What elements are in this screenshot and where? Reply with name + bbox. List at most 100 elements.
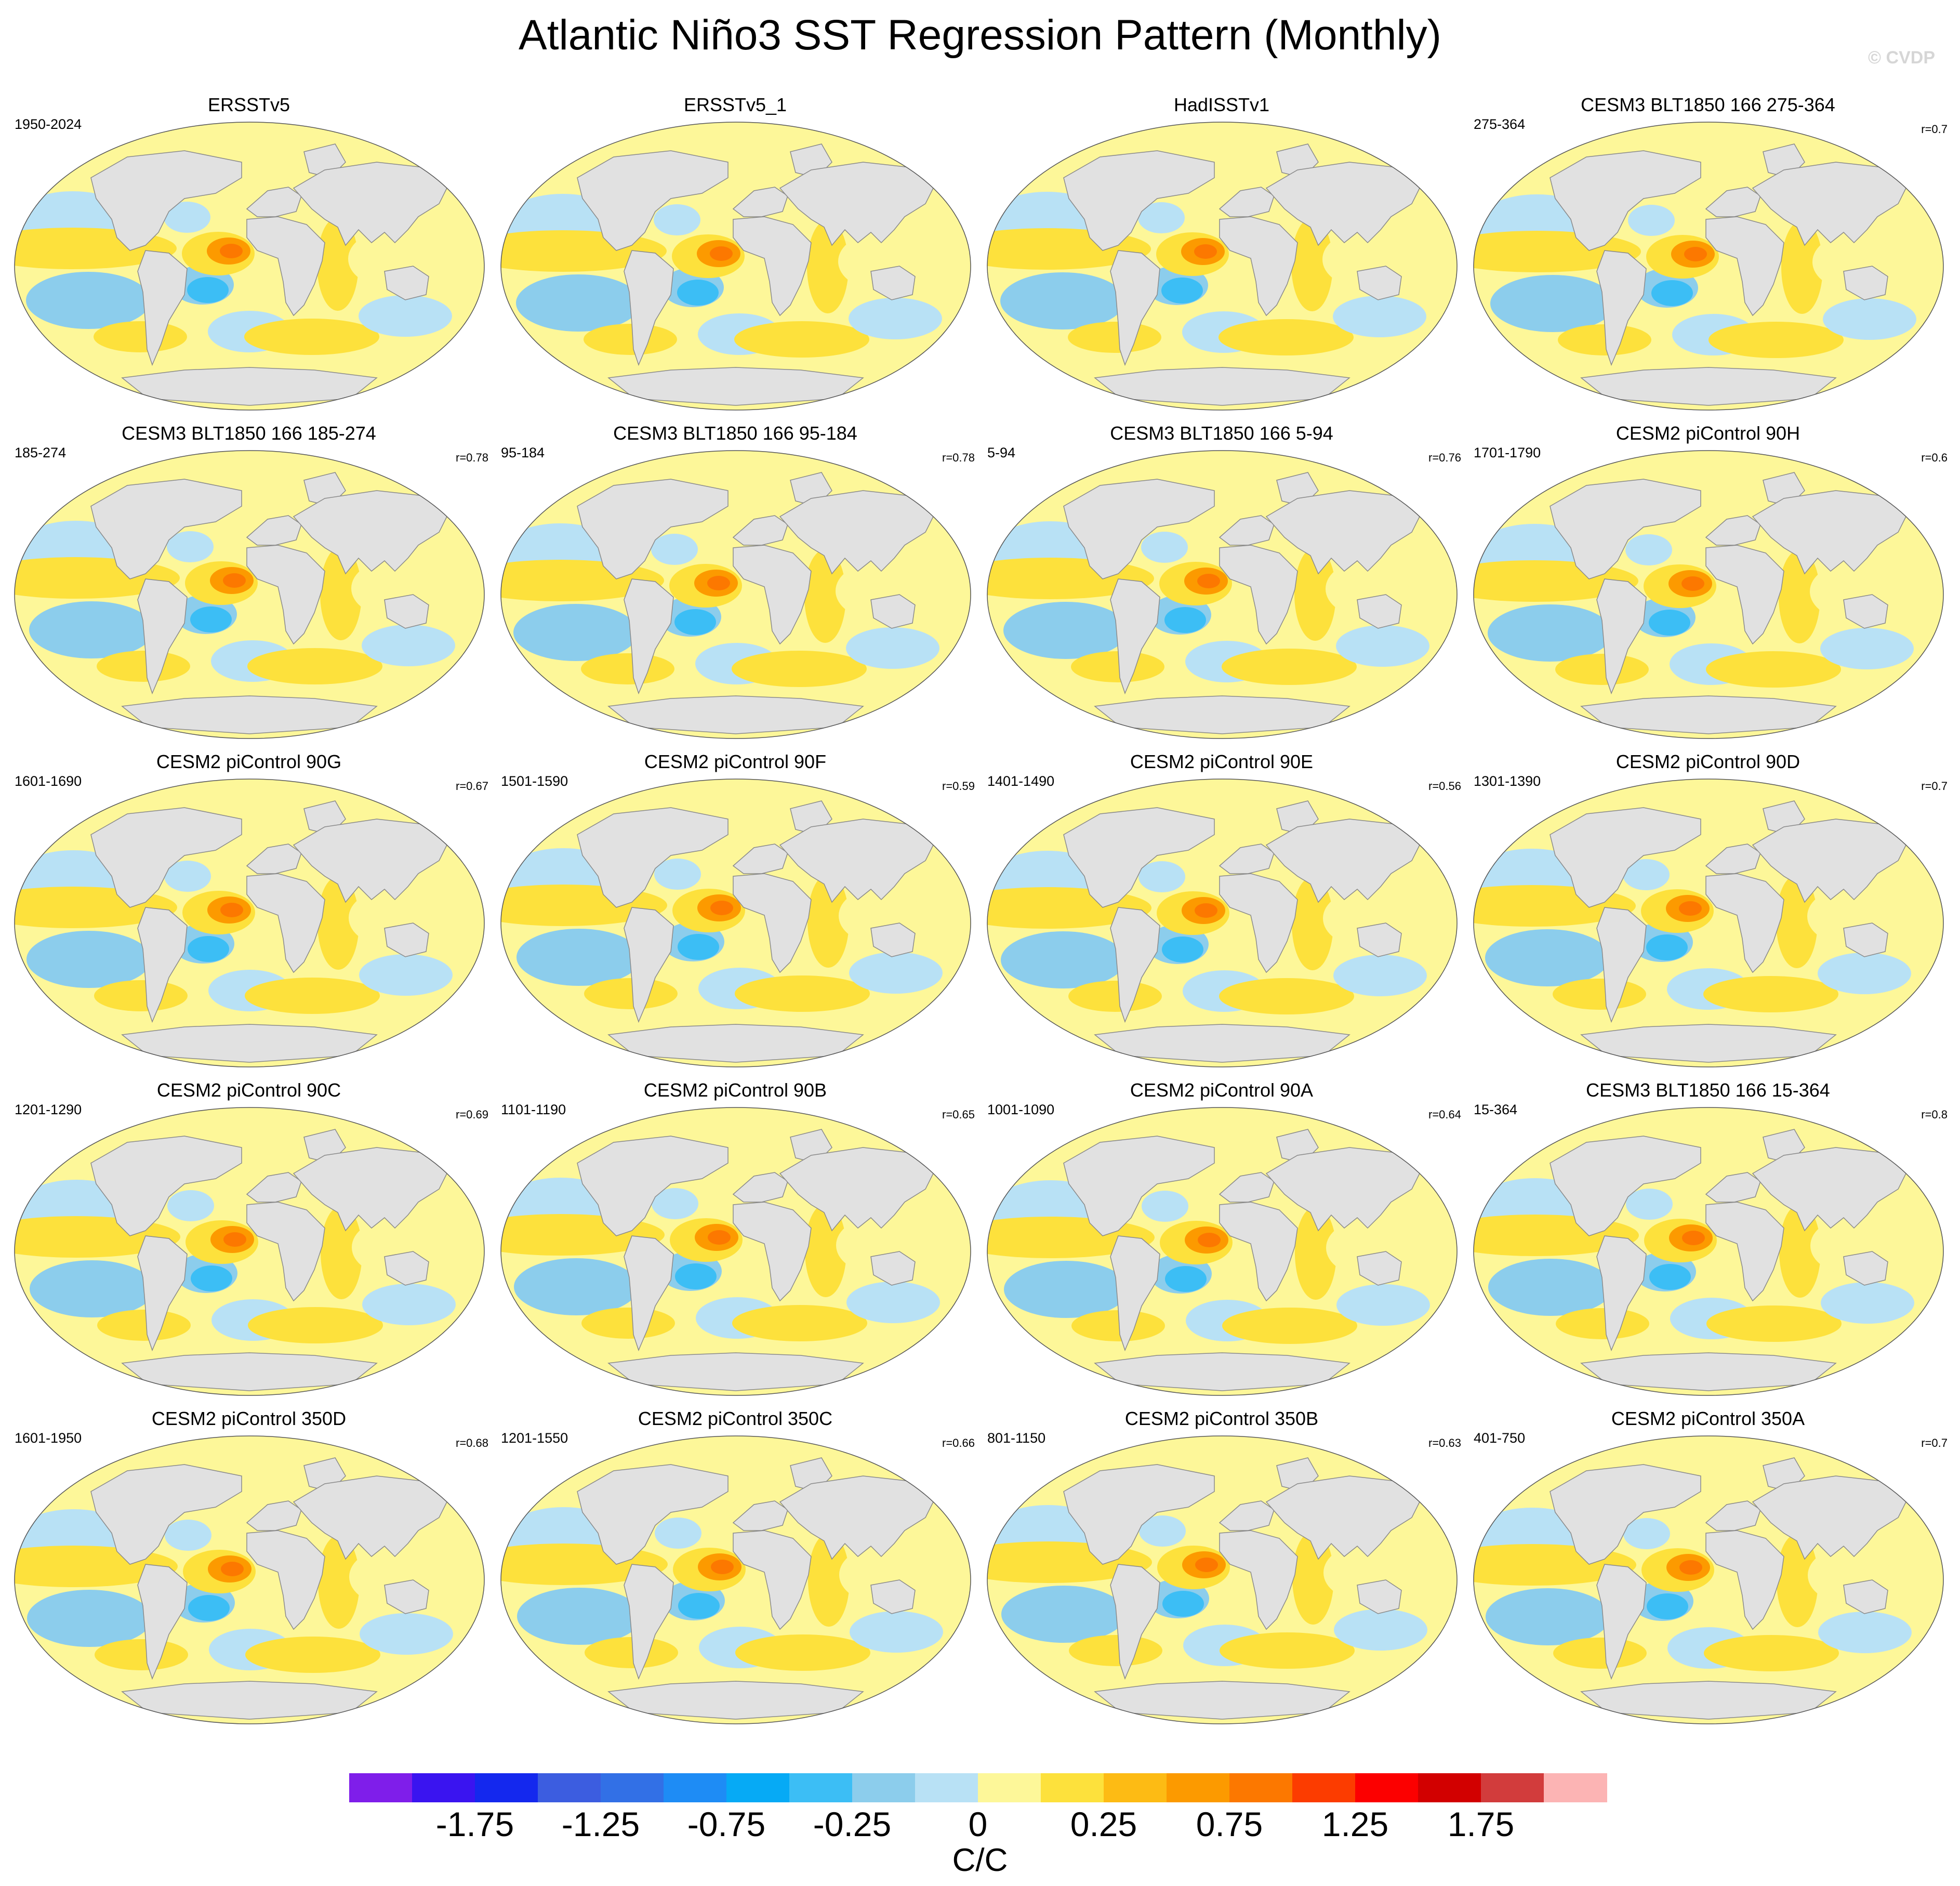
global-map: [14, 1435, 485, 1724]
regression-anomaly: [1651, 280, 1693, 306]
regression-anomaly: [1333, 955, 1427, 996]
landmass: [732, 187, 788, 217]
landmass: [779, 819, 936, 903]
regression-anomaly: [359, 295, 452, 337]
landmass: [733, 1202, 812, 1302]
colorbar-cell: [789, 1773, 853, 1802]
panel-title: CESM2 piControl 90C: [156, 1079, 341, 1101]
landmass: [577, 479, 729, 579]
regression-anomaly: [805, 1204, 846, 1297]
global-map: [500, 450, 971, 739]
panel-title: CESM2 piControl 90D: [1615, 751, 1800, 772]
regression-anomaly: [1197, 574, 1220, 588]
regression-anomaly: [807, 220, 849, 313]
panel-period: 1950-2024: [15, 116, 82, 132]
panel-period: 1101-1190: [501, 1102, 566, 1117]
landmass: [732, 1172, 788, 1203]
regression-anomaly: [735, 1634, 870, 1671]
landmass: [1843, 1251, 1888, 1286]
landmass: [137, 578, 188, 695]
regression-anomaly: [95, 1639, 188, 1670]
landmass: [1094, 695, 1350, 734]
map-border: [987, 1107, 1458, 1396]
panel-period: 1201-1550: [501, 1430, 568, 1446]
landmass: [624, 250, 674, 366]
regression-anomaly: [1164, 607, 1206, 633]
landmass: [1752, 162, 1909, 246]
map-panel: CESM3 BLT1850 166 95-184 95-184 r=0.78: [492, 422, 979, 750]
landmass: [90, 1464, 242, 1565]
regression-anomaly: [1195, 903, 1217, 918]
regression-anomaly: [1818, 1612, 1912, 1653]
landmass: [733, 1530, 812, 1630]
colorbar-units: C/C: [952, 1842, 1008, 1878]
colorbar-cell: [538, 1773, 601, 1802]
regression-anomaly: [1222, 649, 1357, 685]
regression-anomaly: [1333, 296, 1426, 337]
regression-anomaly: [245, 978, 380, 1014]
regression-anomaly: [1001, 931, 1125, 988]
regression-anomaly: [1161, 278, 1203, 304]
panel-correlation: r=0.67: [456, 780, 488, 793]
regression-anomaly: [1820, 628, 1914, 669]
colorbar-cell: [475, 1773, 538, 1802]
panel-title: CESM2 piControl 90A: [1130, 1079, 1314, 1101]
map-panel: CESM2 piControl 350B 801-1150 r=0.63: [978, 1407, 1465, 1736]
regression-anomaly: [1628, 205, 1675, 236]
landmass: [137, 1564, 188, 1680]
landmass: [1580, 367, 1837, 406]
regression-anomaly: [710, 246, 733, 261]
map-border: [500, 450, 971, 739]
landmass: [577, 807, 729, 908]
panel-period: 5-94: [987, 445, 1016, 460]
panel-period: 95-184: [501, 445, 545, 460]
landmass: [1705, 1172, 1761, 1203]
colorbar-cell: [978, 1773, 1041, 1802]
landmass: [870, 266, 916, 300]
global-map: [14, 122, 485, 411]
landmass: [1752, 490, 1909, 575]
global-map: [1473, 122, 1944, 411]
figure-title: Atlantic Niño3 SST Regression Pattern (M…: [519, 11, 1441, 59]
colorbar-cell: [915, 1773, 978, 1802]
regression-anomaly: [94, 321, 187, 352]
regression-anomaly: [1821, 1282, 1914, 1324]
regression-anomaly: [846, 1282, 940, 1323]
regression-anomaly: [1069, 1635, 1162, 1666]
landmass: [384, 1579, 429, 1614]
regression-anomaly: [732, 1305, 867, 1341]
map-panel: ERSSTv5_1: [492, 94, 979, 422]
regression-anomaly: [1068, 322, 1161, 353]
landmass: [1110, 250, 1160, 366]
colorbar-cell: [349, 1773, 413, 1802]
landmass: [1705, 1202, 1784, 1302]
landmass: [733, 873, 812, 973]
map-panel: CESM3 BLT1850 166 185-274 185-274 r=0.78: [5, 422, 493, 750]
colorbar-cell: [412, 1773, 475, 1802]
landmass: [1094, 1352, 1350, 1391]
landmass: [1705, 187, 1761, 217]
landmass: [1219, 216, 1298, 316]
landmass: [1219, 545, 1298, 645]
landmass: [1110, 578, 1160, 695]
landmass: [1705, 843, 1761, 874]
landmass: [1752, 1147, 1909, 1232]
landmass: [1219, 187, 1275, 217]
global-map: [500, 1107, 971, 1396]
landmass: [1265, 819, 1423, 903]
regression-anomaly: [1295, 1206, 1336, 1300]
regression-anomaly: [1222, 1308, 1357, 1344]
landmass: [246, 1202, 325, 1302]
landmass: [1843, 1579, 1888, 1614]
regression-anomaly: [651, 534, 698, 565]
regression-anomaly: [1649, 1264, 1691, 1290]
global-map: [987, 450, 1458, 739]
panel-title: CESM3 BLT1850 166 275-364: [1581, 94, 1835, 115]
panel-title: CESM3 BLT1850 166 95-184: [613, 423, 857, 444]
colorbar-cell: [1481, 1773, 1544, 1802]
regression-anomaly: [1194, 244, 1217, 259]
landmass: [732, 1500, 788, 1531]
regression-anomaly: [167, 531, 214, 562]
landmass: [137, 250, 188, 366]
regression-anomaly: [97, 651, 190, 682]
